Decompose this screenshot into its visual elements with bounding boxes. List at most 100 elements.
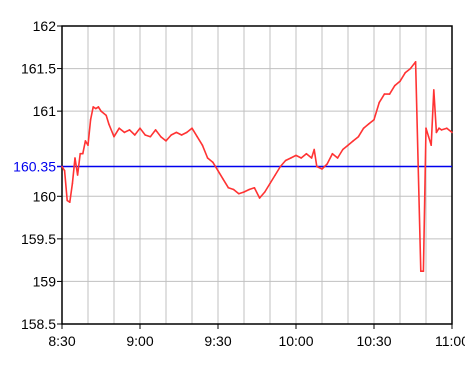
data-point: [331, 152, 334, 155]
data-point: [440, 129, 443, 131]
y-tick-label: 162: [33, 18, 57, 34]
data-point: [435, 131, 438, 134]
data-point: [264, 191, 266, 193]
data-point: [238, 192, 240, 195]
reference-line-group: 160.35: [13, 158, 452, 174]
data-point: [128, 129, 131, 131]
x-axis-ticks: 8:30 9:00 9:30 10:00 10:30 11:00: [48, 324, 465, 349]
data-point: [186, 131, 188, 134]
data-point: [451, 131, 453, 134]
data-point: [269, 182, 271, 185]
x-tick-label: 10:00: [278, 333, 313, 349]
plot-area: [62, 26, 452, 324]
data-point: [105, 114, 107, 117]
data-point: [438, 127, 440, 129]
data-point: [316, 165, 318, 168]
data-point: [139, 127, 141, 129]
data-point: [196, 135, 198, 138]
data-point: [404, 72, 407, 74]
data-point: [326, 163, 329, 165]
data-point: [82, 152, 84, 155]
data-point: [69, 201, 71, 203]
series-group: [61, 60, 453, 273]
x-tick-label: 9:30: [204, 333, 231, 349]
data-point: [295, 154, 297, 157]
data-point: [61, 165, 63, 168]
data-point: [378, 101, 381, 104]
data-point: [321, 168, 323, 170]
data-point: [433, 89, 435, 91]
data-point: [95, 107, 97, 110]
data-point: [79, 152, 81, 155]
y-tick-label: 159.5: [21, 231, 56, 247]
data-point: [63, 169, 66, 172]
y-tick-label: 161: [33, 103, 57, 119]
data-point: [100, 110, 102, 112]
data-point: [74, 157, 76, 159]
data-point: [352, 140, 355, 142]
data-point: [414, 61, 417, 63]
x-tick-label: 9:00: [126, 333, 153, 349]
data-point: [113, 135, 115, 138]
data-point: [253, 187, 256, 189]
data-point: [258, 197, 261, 199]
data-point: [347, 144, 349, 146]
data-point: [232, 188, 235, 191]
data-point: [388, 93, 391, 95]
y-tick-label: 160: [33, 188, 57, 204]
data-point: [227, 187, 230, 189]
data-point: [71, 182, 74, 185]
data-point: [123, 131, 126, 134]
x-tick-label: 11:00: [435, 333, 465, 349]
data-point: [248, 188, 250, 191]
data-point: [420, 270, 422, 273]
data-point: [422, 270, 425, 273]
price-series-line: [61, 60, 453, 273]
y-axis-ticks: 162 161.5 161 160 159.5 159 158.5: [21, 18, 62, 332]
data-point: [300, 157, 303, 159]
data-point: [305, 152, 308, 155]
data-point: [409, 67, 412, 70]
data-point: [279, 165, 282, 168]
data-point: [290, 157, 292, 159]
reference-line-label: 160.35: [13, 158, 56, 174]
data-point: [89, 118, 92, 121]
data-point: [417, 165, 420, 168]
data-point: [383, 93, 386, 95]
data-point: [118, 127, 120, 129]
data-point: [149, 135, 152, 138]
plot-frame: [61, 25, 453, 325]
data-point: [336, 157, 339, 159]
plot-border: [61, 25, 453, 325]
data-point: [373, 118, 375, 121]
data-point: [342, 148, 344, 151]
data-point: [160, 135, 162, 138]
x-tick-label: 10:30: [356, 333, 391, 349]
data-point: [243, 191, 245, 193]
data-point: [66, 199, 68, 202]
data-point: [446, 127, 448, 129]
data-point: [222, 178, 224, 181]
data-point: [357, 135, 360, 138]
data-point: [87, 144, 89, 146]
data-point: [154, 129, 157, 131]
data-point: [165, 140, 167, 142]
data-point: [274, 174, 277, 176]
data-point: [430, 144, 433, 146]
data-point: [212, 161, 214, 163]
data-point: [175, 131, 178, 134]
data-point: [134, 134, 136, 136]
data-point: [76, 174, 79, 176]
data-point: [394, 84, 396, 87]
data-point: [284, 159, 287, 162]
y-tick-label: 161.5: [21, 61, 56, 77]
data-point: [108, 123, 110, 125]
y-tick-label: 159: [33, 273, 57, 289]
data-point: [368, 123, 370, 125]
data-point: [170, 134, 172, 136]
data-point: [92, 106, 94, 108]
data-point: [84, 140, 87, 142]
data-point: [191, 127, 193, 129]
